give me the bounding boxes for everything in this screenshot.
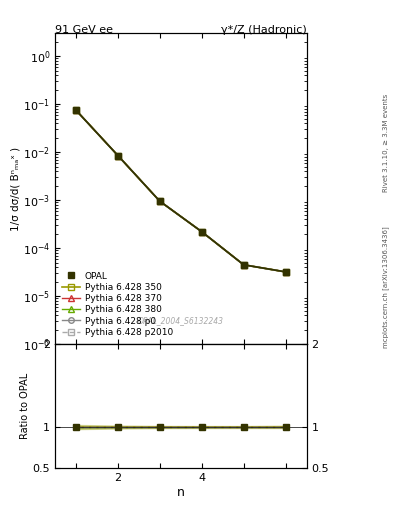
Legend: OPAL, Pythia 6.428 350, Pythia 6.428 370, Pythia 6.428 380, Pythia 6.428 p0, Pyt: OPAL, Pythia 6.428 350, Pythia 6.428 370… <box>59 269 176 339</box>
Text: mcplots.cern.ch [arXiv:1306.3436]: mcplots.cern.ch [arXiv:1306.3436] <box>382 226 389 348</box>
Text: Rivet 3.1.10, ≥ 3.3M events: Rivet 3.1.10, ≥ 3.3M events <box>383 94 389 193</box>
X-axis label: n: n <box>177 486 185 499</box>
Text: 91 GeV ee: 91 GeV ee <box>55 25 113 35</box>
Y-axis label: Ratio to OPAL: Ratio to OPAL <box>20 373 30 439</box>
Y-axis label: 1/σ dσ/d( Bⁿₘₐˣ ): 1/σ dσ/d( Bⁿₘₐˣ ) <box>10 146 20 231</box>
Text: OPAL_2004_S6132243: OPAL_2004_S6132243 <box>138 316 224 326</box>
Text: γ*/Z (Hadronic): γ*/Z (Hadronic) <box>221 25 307 35</box>
